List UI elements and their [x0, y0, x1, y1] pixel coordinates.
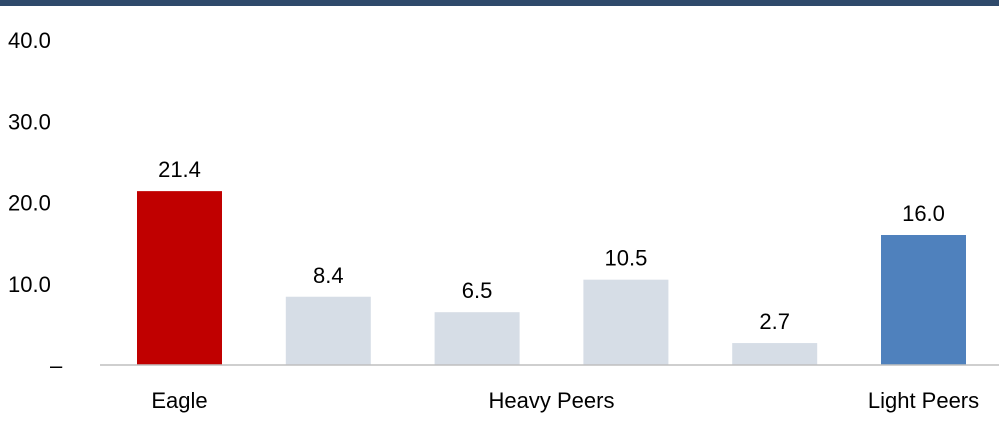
- bar-value-label: 10.5: [604, 246, 647, 271]
- top-bar: [0, 0, 999, 6]
- x-axis-labels: Eagle Heavy Peers Light Peers: [151, 388, 979, 413]
- y-tick-label: 20.0: [8, 191, 51, 216]
- y-tick-label: 40.0: [8, 28, 51, 53]
- bar: [137, 191, 222, 365]
- bar: [732, 343, 818, 365]
- bars: [137, 191, 966, 365]
- y-tick-label: 30.0: [8, 109, 51, 134]
- x-group-label: Eagle: [151, 388, 207, 413]
- data-labels: 21.4 8.4 6.5 10.5 2.7 16.0: [158, 157, 945, 334]
- x-group-label: Heavy Peers: [489, 388, 615, 413]
- bar: [285, 296, 371, 365]
- bar: [434, 312, 520, 365]
- bar-value-label: 16.0: [902, 201, 945, 226]
- y-tick-label: 10.0: [8, 272, 51, 297]
- bar: [881, 235, 966, 365]
- x-group-label: Light Peers: [868, 388, 979, 413]
- y-axis-labels: – 10.0 20.0 30.0 40.0: [8, 28, 63, 378]
- bar-value-label: 6.5: [462, 278, 493, 303]
- bar-value-label: 21.4: [158, 157, 201, 182]
- y-tick-label: –: [50, 353, 63, 378]
- bar: [583, 279, 669, 365]
- bar-value-label: 8.4: [313, 263, 344, 288]
- bar-value-label: 2.7: [759, 309, 790, 334]
